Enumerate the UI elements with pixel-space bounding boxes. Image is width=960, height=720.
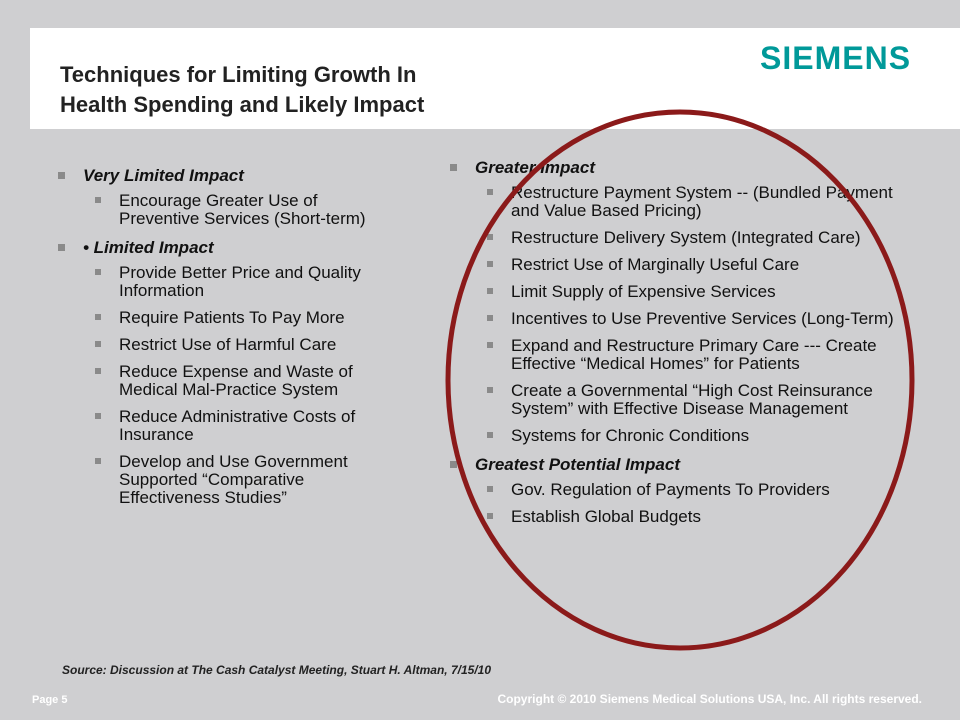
list-item: Establish Global Budgets — [487, 508, 915, 526]
list-item-text: Require Patients To Pay More — [119, 308, 345, 327]
list-item-text: Create a Governmental “High Cost Reinsur… — [511, 381, 873, 418]
list-item: Expand and Restructure Primary Care --- … — [487, 337, 915, 373]
square-bullet-icon — [95, 368, 101, 374]
square-bullet-icon — [487, 261, 493, 267]
list-item: Develop and Use Government Supported “Co… — [95, 453, 393, 507]
right-column: Greater Impact Restructure Payment Syste… — [450, 158, 915, 535]
title-line-2: Health Spending and Likely Impact — [60, 92, 425, 117]
sub-list: Provide Better Price and Quality Informa… — [83, 264, 393, 507]
header-panel — [30, 28, 960, 129]
list-item: Encourage Greater Use of Preventive Serv… — [95, 192, 393, 228]
source-note: Source: Discussion at The Cash Catalyst … — [62, 663, 492, 677]
section-greatest-potential-impact: Greatest Potential Impact Gov. Regulatio… — [450, 455, 915, 526]
square-bullet-icon — [95, 269, 101, 275]
list-item-text: Restrict Use of Harmful Care — [119, 335, 337, 354]
list-item-text: Reduce Administrative Costs of Insurance — [119, 407, 356, 444]
square-bullet-icon — [95, 458, 101, 464]
square-bullet-icon — [487, 513, 493, 519]
page-number: Page 5 — [32, 694, 68, 706]
square-bullet-icon — [95, 314, 101, 320]
square-bullet-icon — [95, 341, 101, 347]
section-greater-impact: Greater Impact Restructure Payment Syste… — [450, 158, 915, 445]
highlight-circle-icon — [445, 109, 915, 651]
list-item-text: Restrict Use of Marginally Useful Care — [511, 255, 800, 274]
list-item-text: Encourage Greater Use of Preventive Serv… — [119, 191, 366, 228]
square-bullet-icon — [58, 172, 65, 179]
square-bullet-icon — [95, 197, 101, 203]
list-item: Reduce Expense and Waste of Medical Mal-… — [95, 363, 393, 399]
list-item: Restrict Use of Harmful Care — [95, 336, 393, 354]
list-item-text: Develop and Use Government Supported “Co… — [119, 452, 348, 507]
section-limited-impact: • Limited Impact Provide Better Price an… — [58, 238, 393, 507]
list-item: Gov. Regulation of Payments To Providers — [487, 481, 915, 499]
footer-bar — [0, 683, 960, 720]
list-item-text: Restructure Payment System -- (Bundled P… — [511, 183, 893, 220]
list-item: Provide Better Price and Quality Informa… — [95, 264, 393, 300]
title-line-1: Techniques for Limiting Growth In — [60, 62, 417, 87]
list-item-text: Reduce Expense and Waste of Medical Mal-… — [119, 362, 353, 399]
square-bullet-icon — [487, 234, 493, 240]
square-bullet-icon — [487, 486, 493, 492]
slide-title: Techniques for Limiting Growth In Health… — [60, 60, 424, 120]
list-item: Require Patients To Pay More — [95, 309, 393, 327]
left-column: Very Limited Impact Encourage Greater Us… — [58, 166, 393, 516]
copyright-notice: Copyright © 2010 Siemens Medical Solutio… — [497, 692, 922, 706]
square-bullet-icon — [450, 461, 457, 468]
square-bullet-icon — [487, 189, 493, 195]
section-heading: Greatest Potential Impact — [475, 455, 681, 474]
list-item-text: Provide Better Price and Quality Informa… — [119, 263, 361, 300]
square-bullet-icon — [487, 288, 493, 294]
list-item: Create a Governmental “High Cost Reinsur… — [487, 382, 915, 418]
list-item-text: Establish Global Budgets — [511, 507, 701, 526]
square-bullet-icon — [487, 342, 493, 348]
square-bullet-icon — [487, 387, 493, 393]
section-heading: • Limited Impact — [83, 238, 214, 257]
sub-list: Gov. Regulation of Payments To Providers… — [475, 481, 915, 526]
section-heading: Very Limited Impact — [83, 166, 244, 185]
list-item: Restructure Delivery System (Integrated … — [487, 229, 915, 247]
square-bullet-icon — [487, 432, 493, 438]
list-item-text: Limit Supply of Expensive Services — [511, 282, 776, 301]
square-bullet-icon — [487, 315, 493, 321]
square-bullet-icon — [58, 244, 65, 251]
sub-list: Encourage Greater Use of Preventive Serv… — [83, 192, 393, 228]
list-item: Restructure Payment System -- (Bundled P… — [487, 184, 915, 220]
list-item: Reduce Administrative Costs of Insurance — [95, 408, 393, 444]
list-item: Incentives to Use Preventive Services (L… — [487, 310, 915, 328]
list-item: Systems for Chronic Conditions — [487, 427, 915, 445]
list-item: Limit Supply of Expensive Services — [487, 283, 915, 301]
square-bullet-icon — [95, 413, 101, 419]
section-very-limited-impact: Very Limited Impact Encourage Greater Us… — [58, 166, 393, 228]
list-item-text: Incentives to Use Preventive Services (L… — [511, 309, 894, 328]
list-item-text: Expand and Restructure Primary Care --- … — [511, 336, 877, 373]
siemens-logo: SIEMENS — [760, 40, 912, 76]
list-item-text: Restructure Delivery System (Integrated … — [511, 228, 861, 247]
sub-list: Restructure Payment System -- (Bundled P… — [475, 184, 915, 445]
list-item-text: Systems for Chronic Conditions — [511, 426, 750, 445]
list-item: Restrict Use of Marginally Useful Care — [487, 256, 915, 274]
square-bullet-icon — [450, 164, 457, 171]
list-item-text: Gov. Regulation of Payments To Providers — [511, 480, 830, 499]
